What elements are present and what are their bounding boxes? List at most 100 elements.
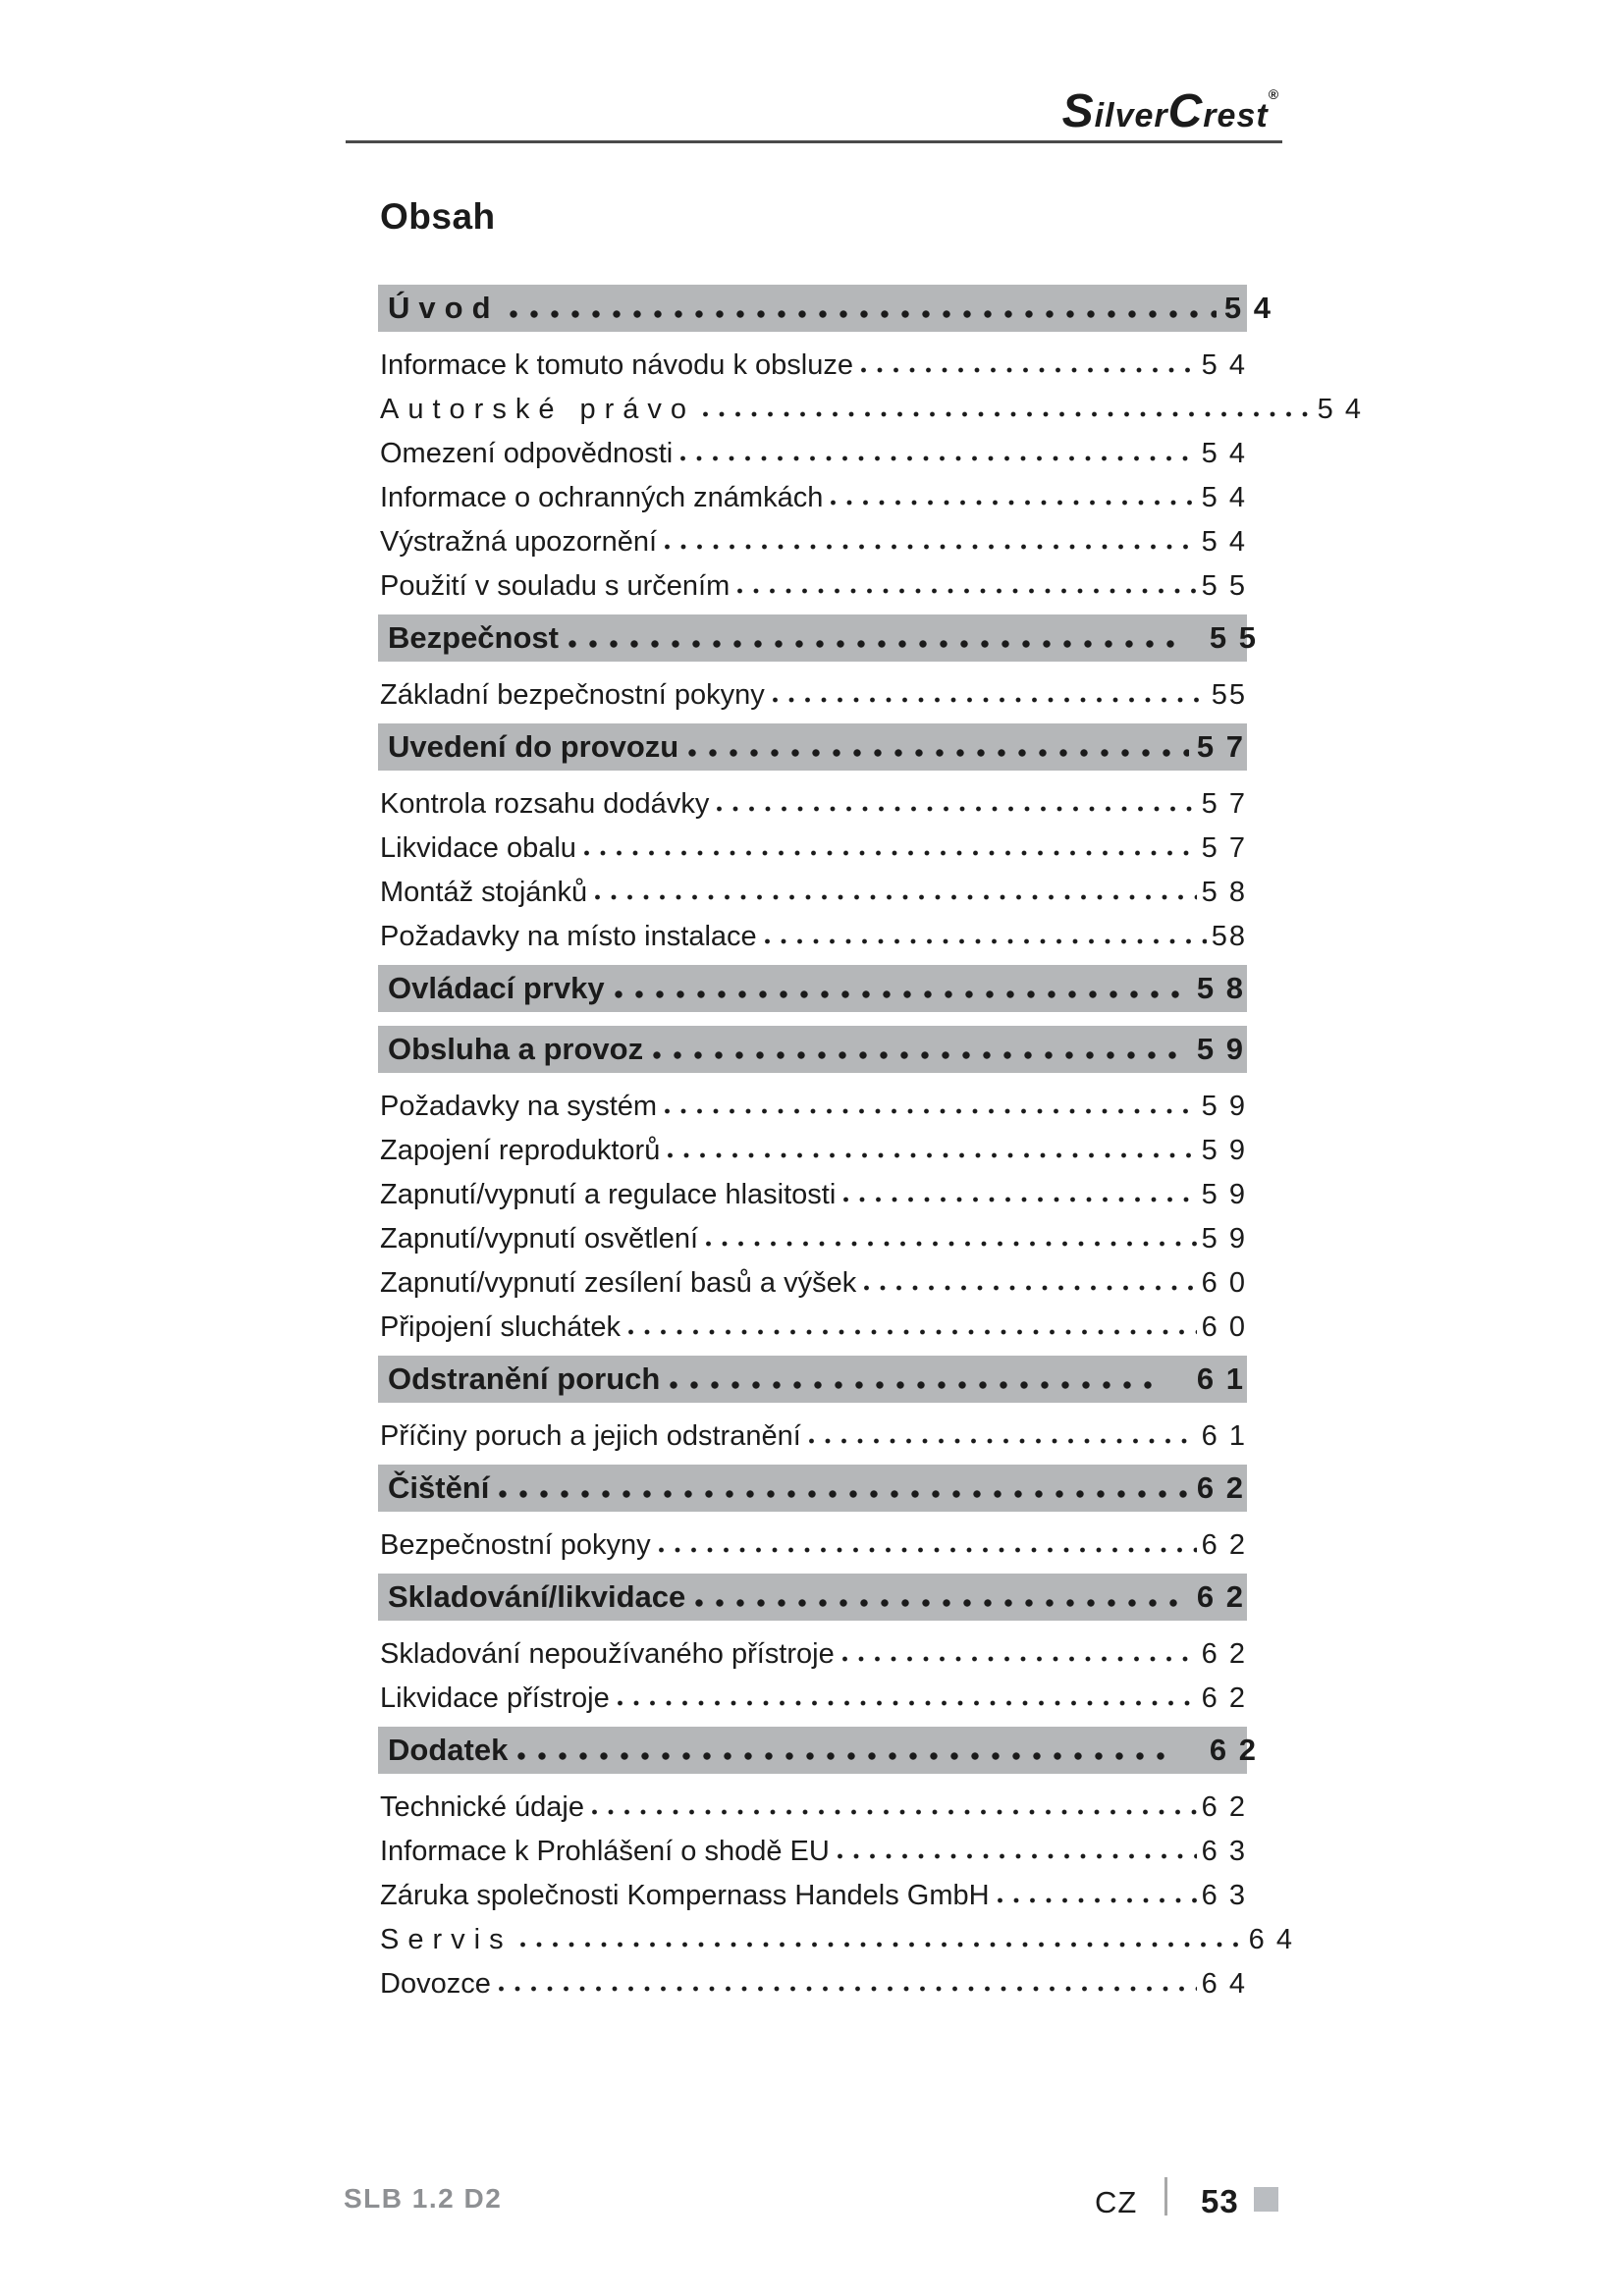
toc-section-row: Skladování/likvidace 6 2	[378, 1574, 1247, 1621]
toc-page-number: 5 8	[1196, 971, 1245, 1005]
toc-entry-row: Omezení odpovědnosti 5 4	[378, 424, 1247, 468]
toc-dot-leader	[837, 1853, 1197, 1859]
toc-page-number: 5 4	[1201, 348, 1247, 381]
toc-label: Základní bezpečnostní pokyny	[380, 678, 765, 711]
toc-dot-leader	[831, 500, 1197, 506]
toc-section-row: Čištění 6 2	[378, 1465, 1247, 1512]
toc-dot-leader	[658, 1547, 1197, 1553]
toc-entry-row: Skladování nepoužívaného přístroje 6 2	[378, 1625, 1247, 1669]
toc-dot-leader	[628, 1329, 1197, 1335]
toc-label: Čištění	[388, 1470, 490, 1505]
toc-dot-leader	[717, 806, 1197, 812]
toc-label: Skladování/likvidace	[388, 1579, 686, 1614]
toc-label: Informace k tomuto návodu k obsluze	[380, 348, 853, 381]
toc-dot-leader	[568, 640, 1176, 648]
toc-label: Ovládací prvky	[388, 971, 605, 1005]
toc-page-number: 6 3	[1201, 1835, 1247, 1867]
toc-page-number: 6 2	[1201, 1682, 1247, 1714]
toc-label: Odstranění poruch	[388, 1362, 661, 1396]
toc-entry-row: Servis 6 4	[378, 1910, 1292, 1954]
footer-page-marker	[1254, 2187, 1278, 2212]
toc-dot-leader	[695, 1599, 1189, 1607]
toc-page-number: 58	[1211, 920, 1247, 952]
header-rule	[346, 140, 1282, 143]
toc-page-number: 6 1	[1196, 1362, 1245, 1396]
toc-label: Zapnutí/vypnutí zesílení basů a výšek	[380, 1266, 857, 1299]
toc-page-number: 6 2	[1201, 1637, 1247, 1670]
toc-label: Připojení sluchátek	[380, 1310, 622, 1343]
toc-dot-leader	[668, 1152, 1197, 1158]
footer-model-label: SLB 1.2 D2	[344, 2183, 503, 2214]
toc-dot-leader	[860, 367, 1197, 373]
toc-dot-leader	[864, 1285, 1197, 1291]
toc-page-number: 5 7	[1196, 729, 1245, 764]
toc-entry-row: Požadavky na místo instalace 58	[378, 907, 1247, 951]
toc-dot-leader	[617, 1700, 1197, 1706]
toc-label: Skladování nepoužívaného přístroje	[380, 1637, 835, 1670]
toc-label: Technické údaje	[380, 1790, 584, 1823]
toc-page-number: 5 9	[1196, 1032, 1245, 1066]
toc-page-number: 5 7	[1201, 831, 1247, 864]
toc-dot-leader	[614, 990, 1189, 998]
logo-word-crest: Crest	[1167, 85, 1269, 137]
toc-dot-leader	[737, 588, 1197, 594]
toc-page-number: 6 2	[1196, 1579, 1245, 1614]
toc-label: Zapnutí/vypnutí osvětlení	[380, 1222, 699, 1255]
toc-dot-leader	[498, 1986, 1197, 1992]
toc-entry-row: Připojení sluchátek 6 0	[378, 1298, 1247, 1342]
toc-page-number: 6 2	[1209, 1733, 1258, 1767]
toc-dot-leader	[843, 1197, 1197, 1202]
footer-divider	[1164, 2177, 1167, 2216]
toc-entry-row: Dovozce 6 4	[378, 1954, 1247, 1999]
toc-dot-leader	[670, 1381, 1164, 1389]
toc-dot-leader	[680, 455, 1197, 461]
toc-label: Informace o ochranných známkách	[380, 481, 824, 513]
toc-entry-row: Zapnutí/vypnutí zesílení basů a výšek 6 0	[378, 1254, 1247, 1298]
toc-page-number: 5 9	[1201, 1090, 1247, 1122]
toc-dot-leader	[688, 749, 1189, 757]
toc-dot-leader	[997, 1897, 1197, 1903]
toc-dot-leader	[703, 411, 1313, 417]
toc-entry-row: Autorské právo 5 4	[378, 380, 1361, 424]
toc-label: Montáž stojánků	[380, 876, 588, 908]
toc-section-row: Obsluha a provoz 5 9	[378, 1026, 1247, 1073]
toc-page-number: 5 4	[1201, 481, 1247, 513]
toc-label: Bezpečnostní pokyny	[380, 1528, 651, 1561]
toc-page-number: 5 5	[1201, 569, 1247, 602]
toc-dot-leader	[653, 1051, 1189, 1059]
toc-label: Likvidace přístroje	[380, 1682, 610, 1714]
toc-section-row: Uvedení do provozu 5 7	[378, 723, 1247, 771]
registered-trademark-icon: ®	[1268, 86, 1278, 102]
toc-page-number: 5 4	[1201, 525, 1247, 558]
footer-page-number: 53	[1201, 2183, 1239, 2219]
toc-entry-row: Informace k tomuto návodu k obsluze 5 4	[378, 336, 1247, 380]
page-title: Obsah	[380, 196, 496, 237]
toc-dot-leader	[808, 1438, 1197, 1444]
toc-dot-leader	[583, 850, 1197, 856]
toc-page-number: 6 4	[1248, 1923, 1294, 1955]
toc-entry-row: Likvidace přístroje 6 2	[378, 1669, 1247, 1713]
toc-entry-row: Výstražná upozornění 5 4	[378, 512, 1247, 557]
silvercrest-logo: SilverCrest®	[1062, 84, 1278, 138]
toc-page-number: 5 9	[1201, 1134, 1247, 1166]
toc-dot-leader	[665, 544, 1197, 550]
toc-label: Použití v souladu s určením	[380, 569, 731, 602]
toc-page-number: 5 5	[1209, 620, 1258, 655]
toc-dot-leader	[665, 1108, 1197, 1114]
toc-label: Dovozce	[380, 1967, 491, 2000]
toc-page-number: 6 0	[1201, 1266, 1247, 1299]
toc-page-number: 6 2	[1201, 1528, 1247, 1561]
logo-word-silver: Silver	[1061, 85, 1168, 137]
toc-entry-row: Technické údaje 6 2	[378, 1778, 1247, 1822]
toc-dot-leader	[595, 894, 1197, 900]
toc-section-row: Bezpečnost 5 5	[378, 614, 1256, 662]
toc-entry-row: Základní bezpečnostní pokyny 55	[378, 666, 1247, 710]
toc-page-number: 5 8	[1201, 876, 1247, 908]
toc-label: Požadavky na systém	[380, 1090, 658, 1122]
toc-page-number: 6 2	[1196, 1470, 1245, 1505]
toc-section-row: Ovládací prvky 5 8	[378, 965, 1247, 1012]
toc-label: Bezpečnost	[388, 620, 559, 655]
toc-dot-leader	[499, 1490, 1189, 1498]
toc-page-number: 6 3	[1201, 1879, 1247, 1911]
